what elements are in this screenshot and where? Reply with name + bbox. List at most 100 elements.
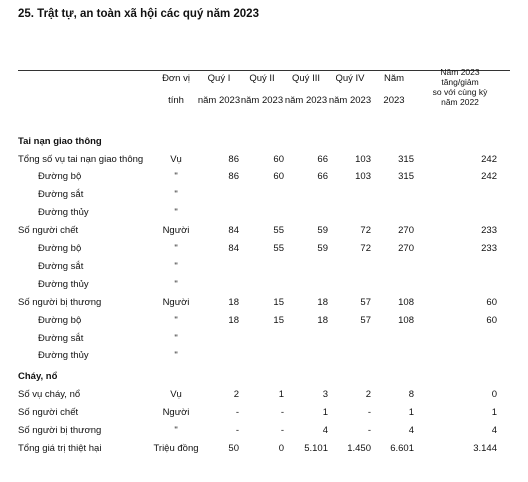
header-cell: 2023 (383, 95, 405, 106)
cell: 15 (273, 296, 284, 308)
cell: 108 (398, 314, 414, 326)
cell: 0 (278, 442, 284, 454)
cell: 315 (398, 171, 414, 183)
cell: 103 (355, 171, 371, 183)
cell: 3 (322, 388, 328, 400)
cell: 270 (398, 225, 414, 237)
row-label: Số người chết (18, 225, 79, 237)
header-cell: năm 2022 (441, 97, 479, 107)
cell: 270 (398, 243, 414, 254)
cell: 6.601 (390, 442, 414, 454)
cell: 315 (398, 153, 414, 165)
row-label: Đường sắt (38, 332, 84, 344)
section-title: Cháy, nổ (18, 371, 58, 383)
cell: 1 (491, 406, 497, 418)
cell: 57 (360, 296, 371, 308)
header-cell: Đơn vị (162, 73, 190, 84)
cell: 4 (322, 424, 328, 436)
cell: 86 (228, 171, 239, 183)
row-label: Đường sắt (38, 260, 84, 272)
cell: 60 (486, 314, 497, 326)
header-cell: Năm 2023 (440, 67, 480, 77)
cell: " (174, 350, 178, 362)
cell: 84 (228, 243, 239, 254)
header-cell: năm 2023 (197, 95, 241, 106)
cell: " (174, 207, 178, 219)
cell: 60 (273, 171, 284, 183)
row-label: Tổng giá trị thiệt hại (18, 442, 102, 454)
header-cell: Năm (383, 73, 405, 84)
cell: 60 (273, 153, 284, 165)
cell: 5.101 (304, 442, 328, 454)
cell: 3.144 (473, 442, 497, 454)
header-cell: Quý II (249, 73, 275, 84)
cell: 15 (273, 314, 284, 326)
cell: 233 (481, 225, 497, 237)
cell: 0 (491, 388, 497, 400)
cell: Vụ (170, 153, 182, 165)
row-label: Số vụ cháy, nổ (18, 388, 81, 400)
cell: 242 (481, 171, 497, 183)
cell: 18 (317, 296, 328, 308)
cell: - (367, 406, 371, 418)
row-label: Số người bị thương (18, 424, 102, 436)
cell: - (280, 424, 284, 436)
cell: 4 (408, 424, 414, 436)
cell: 1 (322, 406, 328, 418)
row-label: Đường thủy (38, 207, 89, 219)
cell: 66 (317, 171, 328, 183)
row-label: Đường bộ (38, 171, 82, 183)
cell: 8 (408, 388, 414, 400)
row-label: Tổng số vụ tai nạn giao thông (18, 153, 144, 165)
cell: 50 (228, 442, 239, 454)
cell: 72 (360, 225, 371, 237)
header-cell: Quý I (207, 73, 231, 84)
row-label: Số người bị thương (18, 296, 102, 308)
header-cell: tăng/giảm (441, 77, 479, 87)
cell: " (174, 314, 178, 326)
header-cell: năm 2023 (240, 95, 284, 106)
cell: 2 (233, 388, 239, 400)
cell: 55 (273, 225, 284, 237)
cell: 103 (355, 153, 371, 165)
cell: 84 (228, 225, 239, 237)
row-label: Đường thủy (38, 278, 89, 290)
row-label: Đường bộ (38, 314, 82, 326)
cell: 18 (317, 314, 328, 326)
cell: Người (162, 296, 190, 308)
cell: - (235, 424, 239, 436)
title: 25. Trật tự, an toàn xã hội các quý năm … (18, 8, 259, 20)
cell: Người (162, 225, 190, 237)
cell: - (235, 406, 239, 418)
cell: Vụ (170, 388, 182, 400)
cell: " (174, 171, 178, 183)
cell: 108 (398, 296, 414, 308)
cell: 72 (360, 243, 371, 254)
row-label: Số người chết (18, 406, 79, 418)
row-label: Đường thủy (38, 350, 89, 362)
cell: 2 (365, 388, 371, 400)
cell: 57 (360, 314, 371, 326)
cell: " (174, 332, 178, 344)
section-title: Tai nạn giao thông (18, 136, 102, 147)
table-rule (18, 70, 510, 71)
cell: 59 (317, 225, 328, 237)
header-cell: năm 2023 (328, 95, 372, 106)
row-label: Đường bộ (38, 243, 82, 254)
cell: 4 (491, 424, 497, 436)
cell: " (174, 243, 178, 254)
cell: " (174, 189, 178, 201)
cell: Triệu đồng (153, 442, 199, 454)
cell: 66 (317, 153, 328, 165)
cell: 86 (228, 153, 239, 165)
cell: 1 (278, 388, 284, 400)
header-cell: so với cùng kỳ (432, 87, 488, 97)
cell: 1.450 (347, 442, 371, 454)
header-cell: tính (168, 95, 184, 106)
cell: 59 (317, 243, 328, 254)
cell: 60 (486, 296, 497, 308)
cell: 55 (273, 243, 284, 254)
header-cell: Quý IV (335, 73, 365, 84)
cell: 18 (228, 296, 239, 308)
